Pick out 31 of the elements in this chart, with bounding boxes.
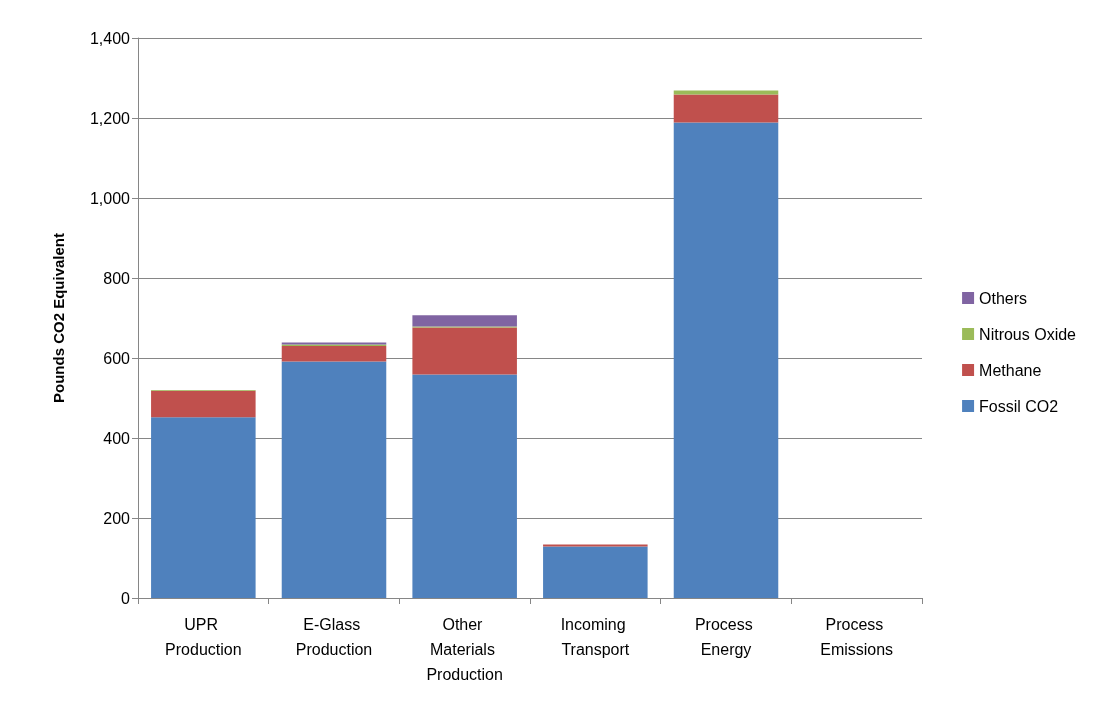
x-tick-label: E-Glass Production bbox=[295, 616, 373, 658]
bar bbox=[281, 361, 387, 598]
bar bbox=[673, 90, 779, 95]
bar bbox=[673, 94, 779, 123]
y-tick-label: 0 bbox=[121, 589, 131, 607]
y-tick-label: 1,200 bbox=[89, 109, 131, 127]
y-tick-label: 1,000 bbox=[89, 189, 131, 207]
bar bbox=[412, 374, 517, 598]
x-tick-label: Incoming Transport bbox=[560, 616, 631, 658]
bar bbox=[412, 315, 517, 327]
y-tick-label: 1,400 bbox=[89, 29, 131, 47]
y-tick-label: 600 bbox=[103, 349, 131, 367]
x-tick-label: Other Materials Production bbox=[426, 616, 503, 683]
bar bbox=[412, 327, 517, 375]
legend-label: Nitrous Oxide bbox=[979, 325, 1077, 343]
bar bbox=[151, 417, 256, 598]
y-tick-label: 800 bbox=[103, 269, 131, 287]
y-axis-title: Pounds CO2 Equivalent bbox=[50, 232, 67, 404]
bar bbox=[673, 122, 779, 598]
x-tick-label: UPR Production bbox=[165, 616, 242, 658]
x-tick-label: Process Emissions bbox=[820, 616, 894, 658]
bar bbox=[543, 544, 648, 547]
legend-label: Fossil CO2 bbox=[979, 397, 1059, 415]
y-tick-label: 200 bbox=[103, 509, 131, 527]
bar bbox=[151, 390, 256, 418]
legend-label: Methane bbox=[979, 361, 1042, 379]
legend-label: Others bbox=[979, 289, 1028, 307]
bar bbox=[281, 346, 387, 362]
x-tick-label: Process Energy bbox=[694, 616, 758, 658]
bar bbox=[543, 546, 648, 598]
y-tick-label: 400 bbox=[103, 429, 131, 447]
